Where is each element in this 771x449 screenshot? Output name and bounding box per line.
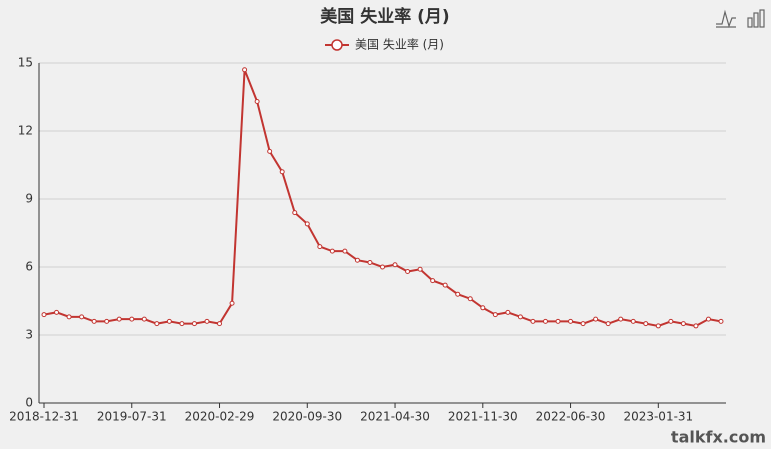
x-tick-label: 2020-09-30 [272, 410, 342, 424]
data-point [705, 316, 711, 322]
data-point [367, 259, 373, 265]
data-point [317, 244, 323, 250]
bar-chart-icon[interactable] [753, 12, 759, 28]
bar-chart-icon[interactable] [759, 9, 765, 28]
data-point [229, 300, 235, 306]
data-point [242, 67, 248, 73]
data-point [342, 248, 348, 254]
series-line [43, 69, 722, 327]
data-point [304, 221, 310, 227]
data-point [480, 305, 486, 311]
data-point [680, 321, 686, 327]
y-tick-label: 15 [18, 56, 33, 70]
data-point [279, 169, 285, 175]
data-point [455, 291, 461, 297]
watermark: talkfx.com [671, 428, 766, 447]
data-point [655, 323, 661, 329]
x-tick-label: 2018-12-31 [9, 410, 79, 424]
y-tick-label: 12 [18, 124, 33, 138]
data-point [467, 296, 473, 302]
data-point [492, 312, 498, 318]
data-point [267, 148, 273, 154]
data-point [668, 318, 674, 324]
data-point [154, 321, 160, 327]
data-point [66, 314, 72, 320]
data-point [129, 316, 135, 322]
x-tick-label: 2022-06-30 [536, 410, 606, 424]
bar-chart-icon[interactable] [747, 17, 753, 28]
legend-marker [331, 39, 343, 51]
data-point [580, 321, 586, 327]
data-point [380, 264, 385, 270]
data-point [91, 318, 97, 324]
data-point [217, 321, 223, 327]
data-point [555, 318, 561, 324]
data-point [430, 278, 436, 284]
y-tick-label: 0 [25, 396, 33, 410]
toolbar[interactable] [716, 9, 765, 28]
data-point [292, 210, 298, 216]
data-point [505, 309, 511, 315]
x-tick-label: 2023-01-31 [623, 410, 693, 424]
data-point [718, 318, 724, 324]
y-tick-label: 9 [25, 192, 33, 206]
data-point [166, 318, 172, 324]
data-point [643, 321, 649, 327]
data-point [329, 248, 335, 254]
data-point [442, 282, 448, 288]
data-point [104, 318, 110, 324]
data-point [204, 318, 210, 324]
data-point [116, 316, 122, 322]
data-point [593, 316, 599, 322]
data-point [191, 321, 197, 327]
y-tick-label: 6 [25, 260, 33, 274]
data-point [605, 321, 611, 327]
line-chart-icon[interactable] [716, 9, 736, 28]
data-point [568, 318, 574, 324]
x-tick-label: 2021-04-30 [360, 410, 430, 424]
data-point [618, 316, 624, 322]
data-point [54, 309, 60, 315]
data-point [354, 257, 360, 263]
data-point [630, 318, 636, 324]
data-point [405, 269, 411, 275]
data-point [254, 99, 260, 105]
chart-title: 美国 失业率 (月) [320, 6, 449, 27]
data-point [179, 321, 185, 327]
data-point [417, 266, 423, 272]
legend-label: 美国 失业率 (月) [355, 37, 444, 52]
data-point [392, 262, 398, 268]
x-tick-label: 2019-07-31 [97, 410, 167, 424]
data-point [517, 314, 523, 320]
data-point [530, 318, 536, 324]
y-tick-label: 3 [25, 328, 33, 342]
x-tick-label: 2021-11-30 [448, 410, 518, 424]
data-point [542, 318, 548, 324]
x-tick-label: 2020-02-29 [185, 410, 255, 424]
data-point [41, 312, 47, 318]
data-point [693, 323, 699, 329]
data-point [79, 314, 85, 320]
data-point [141, 316, 147, 322]
